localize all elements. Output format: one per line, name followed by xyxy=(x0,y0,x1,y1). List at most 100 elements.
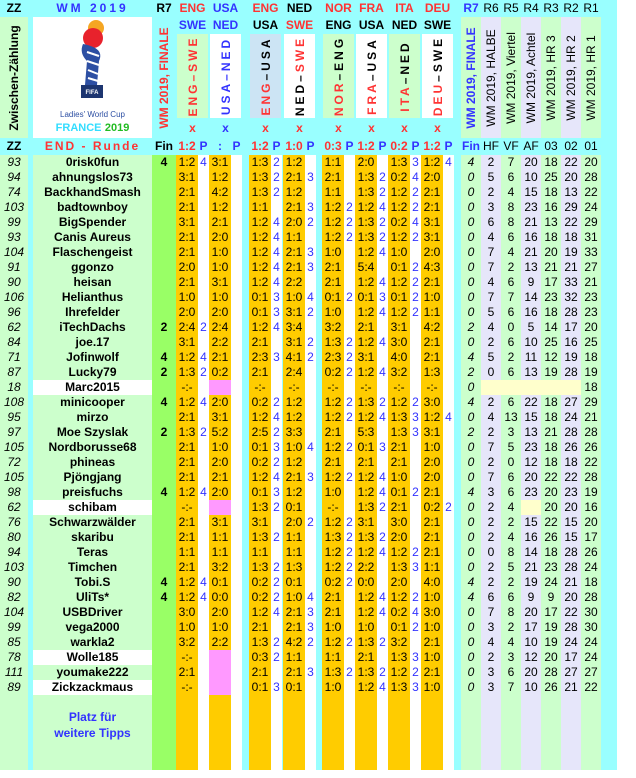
player-name[interactable]: Timchen xyxy=(67,560,118,574)
row-zz: 89 xyxy=(7,680,21,694)
player-name[interactable]: schibam xyxy=(33,500,152,515)
round-id-header: R1 xyxy=(583,1,599,15)
player-name[interactable]: Lucky79 xyxy=(68,365,117,379)
player-name[interactable]: youmake222 xyxy=(56,665,129,679)
round-id-header: R7 xyxy=(463,1,479,15)
player-name[interactable]: Tobi.S xyxy=(74,575,111,589)
player-name[interactable]: minicooper xyxy=(60,395,125,409)
tip: 2:3 xyxy=(251,350,269,364)
tip-points xyxy=(410,350,421,365)
tip: 2:0 xyxy=(211,305,229,319)
tip: 3:2 xyxy=(390,365,408,379)
round-points: 26 xyxy=(564,440,578,454)
tip: 2:1 xyxy=(178,185,196,199)
player-name[interactable]: mirzo xyxy=(76,410,109,424)
player-name[interactable]: vega2000 xyxy=(65,620,120,634)
tip: 3:1 xyxy=(211,515,229,529)
tip: -:- xyxy=(181,650,193,664)
row-fin-points: 4 xyxy=(160,395,168,409)
round-points: 16 xyxy=(524,305,538,319)
round-points: 13 xyxy=(544,215,558,229)
tip-points xyxy=(344,455,355,470)
player-name[interactable]: Marc2015 xyxy=(33,380,152,395)
tip-points: 3 xyxy=(379,290,386,304)
player-name[interactable]: Pjöngjang xyxy=(63,470,122,484)
round-points: 18 xyxy=(544,185,558,199)
player-name[interactable]: 0risk0fun xyxy=(65,155,120,169)
zz-header: ZZ xyxy=(6,1,22,15)
round-short-header: 02 xyxy=(564,139,578,153)
tip-points xyxy=(198,665,209,680)
tip: 1:2 xyxy=(178,155,196,169)
tip: 2:1 xyxy=(178,560,196,574)
tip: 2:1 xyxy=(251,620,269,634)
points-header: P xyxy=(232,139,241,153)
round-label: WM 2019, HR 1 xyxy=(581,17,601,138)
player-name[interactable]: Canis Aureus xyxy=(54,230,131,244)
player-name[interactable]: USBDriver xyxy=(62,605,123,619)
row-fin-points: 2 xyxy=(160,320,168,334)
player-name[interactable]: BackhandSmash xyxy=(44,185,141,199)
round-points: 0 xyxy=(467,650,475,664)
tip-points: 2 xyxy=(412,620,419,634)
round-points: 5 xyxy=(507,440,515,454)
row-zz: 93 xyxy=(7,155,21,169)
tip-points: 2 xyxy=(412,200,419,214)
player-name[interactable]: Nordborusse68 xyxy=(48,440,137,454)
round-points: 3 xyxy=(487,200,495,214)
round-points: 24 xyxy=(564,635,578,649)
tip-points: 4 xyxy=(412,170,419,184)
tip: 2:0 xyxy=(285,215,303,229)
player-name[interactable]: ggonzo xyxy=(71,260,114,274)
player-name[interactable]: iTechDachs xyxy=(59,320,126,334)
row-zz: 18 xyxy=(7,380,21,394)
player-name[interactable]: preisfuchs xyxy=(62,485,123,499)
tip: 1:2 xyxy=(390,395,408,409)
player-name[interactable]: ahnungslos73 xyxy=(52,170,133,184)
tip-points: 2 xyxy=(273,560,280,574)
player-name[interactable]: Zickzackmaus xyxy=(33,680,152,695)
tip: 1:3 xyxy=(390,680,408,694)
tip: 3:1 xyxy=(423,215,441,229)
points-column xyxy=(198,155,209,770)
player-name[interactable]: BigSpender xyxy=(58,215,127,229)
player-name[interactable]: heisan xyxy=(73,275,112,289)
player-name[interactable]: Flaschengeist xyxy=(52,245,133,259)
tip-points xyxy=(231,425,242,440)
row-fin-points xyxy=(152,440,176,455)
player-name[interactable]: Teras xyxy=(76,545,109,559)
tip: 1:0 xyxy=(423,290,441,304)
round-points: 17 xyxy=(564,650,578,664)
tip: 0:2 xyxy=(251,395,269,409)
tip: 1:2 xyxy=(390,665,408,679)
tip-points: 2 xyxy=(273,455,280,469)
player-name[interactable]: Wolle185 xyxy=(33,650,152,665)
player-name[interactable]: Helianthus xyxy=(61,290,124,304)
row-fin-points xyxy=(152,545,176,560)
player-name[interactable]: UliTs* xyxy=(75,590,110,604)
tip: 1:3 xyxy=(324,665,342,679)
player-name[interactable]: badtownboy xyxy=(57,200,128,214)
player-name[interactable]: joe.17 xyxy=(75,335,110,349)
player-name[interactable]: phineas xyxy=(69,455,116,469)
points-header: P xyxy=(306,139,315,153)
player-name[interactable]: Jofinwolf xyxy=(66,350,119,364)
tip-points xyxy=(231,380,242,395)
game-away-team: NED xyxy=(212,18,239,32)
round-points: 2 xyxy=(487,455,495,469)
tip-points: 2 xyxy=(346,575,353,589)
row-fin-points xyxy=(152,275,176,290)
tip: 2:1 xyxy=(423,200,441,214)
player-name[interactable]: skaribu xyxy=(71,530,114,544)
row-zz: 95 xyxy=(7,410,21,424)
player-name[interactable]: warkla2 xyxy=(70,635,115,649)
player-name[interactable]: Ihrefelder xyxy=(65,305,120,319)
tip: 2:1 xyxy=(251,665,269,679)
round-short-header: 01 xyxy=(584,139,598,153)
round-points: 18 xyxy=(544,410,558,424)
tip-points xyxy=(198,260,209,275)
player-name[interactable]: Schwarzwälder xyxy=(49,515,136,529)
round-points: 20 xyxy=(564,170,578,184)
player-name[interactable]: Moe Szyslak xyxy=(56,425,129,439)
tip-column xyxy=(176,155,198,770)
